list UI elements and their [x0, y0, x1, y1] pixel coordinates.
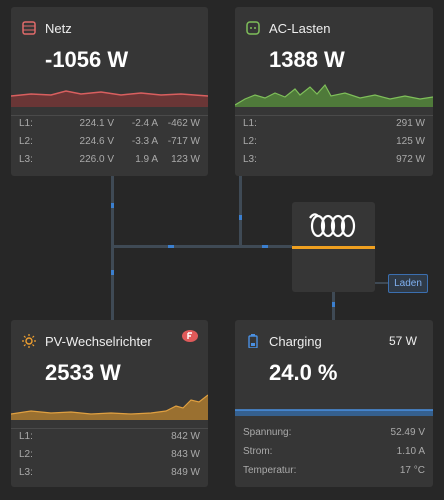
- flow-dot: [332, 302, 335, 307]
- power: 291 W: [396, 118, 425, 129]
- phase-row: L3: 972 W: [243, 154, 425, 168]
- victron-logo: [309, 213, 356, 238]
- power: 842 W: [171, 431, 200, 442]
- voltage: 226.0 V: [79, 154, 114, 165]
- value: 17 °C: [399, 465, 425, 476]
- phase-row: L1: 291 W: [243, 118, 425, 132]
- flow-dot: [111, 203, 114, 208]
- flow-dot: [239, 215, 242, 220]
- sun-icon: [22, 334, 36, 348]
- divider: [11, 115, 208, 116]
- power: -462 W: [167, 118, 200, 129]
- power: 849 W: [171, 467, 200, 478]
- sparkline: [11, 394, 208, 420]
- panel-title: AC-Lasten: [269, 21, 331, 36]
- power: -717 W: [167, 136, 200, 147]
- divider: [235, 115, 433, 116]
- sparkline: [235, 409, 433, 416]
- plug-icon: [246, 21, 260, 35]
- flow-dot: [262, 245, 268, 248]
- label: Strom:: [243, 446, 273, 457]
- value: 1.10 A: [396, 446, 425, 457]
- current: 1.9 A: [135, 154, 158, 165]
- phase-row: L1: 842 W: [19, 431, 200, 445]
- voltage: 224.1 V: [79, 118, 114, 129]
- wire: [111, 176, 114, 320]
- current: -2.4 A: [131, 118, 158, 129]
- label: L3:: [243, 154, 257, 165]
- phase-row: L1: 224.1 V -2.4 A -462 W: [19, 118, 200, 132]
- flow-dot: [168, 245, 174, 248]
- sparkline: [235, 83, 433, 107]
- label: L1:: [19, 118, 33, 129]
- grid-icon: [22, 21, 36, 35]
- label: L1:: [243, 118, 257, 129]
- alert-badge[interactable]: [182, 330, 198, 342]
- info-row: Temperatur: 17 °C: [243, 465, 425, 479]
- status-bar: [292, 246, 375, 249]
- panel-value: -1056 W: [45, 47, 129, 72]
- wire: [239, 176, 242, 247]
- battery-power: 57 W: [388, 334, 417, 348]
- wire: [375, 282, 388, 284]
- phase-row: L2: 125 W: [243, 136, 425, 150]
- label: L2:: [19, 136, 33, 147]
- label: Spannung:: [243, 427, 292, 438]
- label: L3:: [19, 154, 33, 165]
- inverter-box[interactable]: [292, 202, 375, 292]
- panel-pv[interactable]: PV-Wechselrichter 2533 W L1: 842 W L2: 843…: [11, 320, 208, 487]
- label: L2:: [243, 136, 257, 147]
- value: 52.49 V: [390, 427, 425, 438]
- panel-title: PV-Wechselrichter: [45, 334, 152, 349]
- panel-value: 24.0 %: [269, 360, 338, 385]
- power: 843 W: [171, 449, 200, 460]
- label: L3:: [19, 467, 33, 478]
- label: L2:: [19, 449, 33, 460]
- panel-value: 2533 W: [45, 360, 121, 385]
- phase-row: L2: 843 W: [19, 449, 200, 463]
- label: Temperatur:: [243, 465, 297, 476]
- phase-row: L2: 224.6 V -3.3 A -717 W: [19, 136, 200, 150]
- charge-button[interactable]: Laden: [388, 274, 428, 293]
- panel-title: Charging: [269, 334, 322, 349]
- phase-row: L3: 849 W: [19, 467, 200, 481]
- battery-icon: [248, 334, 258, 348]
- voltage: 224.6 V: [79, 136, 114, 147]
- current: -3.3 A: [131, 136, 158, 147]
- flow-dot: [111, 270, 114, 275]
- power: 125 W: [396, 136, 425, 147]
- info-row: Spannung: 52.49 V: [243, 427, 425, 441]
- label: L1:: [19, 431, 33, 442]
- phase-row: L3: 226.0 V 1.9 A 123 W: [19, 154, 200, 168]
- power: 972 W: [396, 154, 425, 165]
- sparkline: [11, 90, 208, 107]
- panel-value: 1388 W: [269, 47, 345, 72]
- panel-netz[interactable]: Netz -1056 W L1: 224.1 V -2.4 A -462 W L2: 2…: [11, 7, 208, 176]
- divider: [11, 428, 208, 429]
- panel-title: Netz: [45, 21, 72, 36]
- panel-battery[interactable]: Charging 57 W 24.0 % Spannung: 52.49 V St…: [235, 320, 433, 487]
- panel-ac-loads[interactable]: AC-Lasten 1388 W L1: 291 W L2: 125 W L3: 97…: [235, 7, 433, 176]
- info-row: Strom: 1.10 A: [243, 446, 425, 460]
- power: 123 W: [171, 154, 200, 165]
- wire: [111, 245, 292, 248]
